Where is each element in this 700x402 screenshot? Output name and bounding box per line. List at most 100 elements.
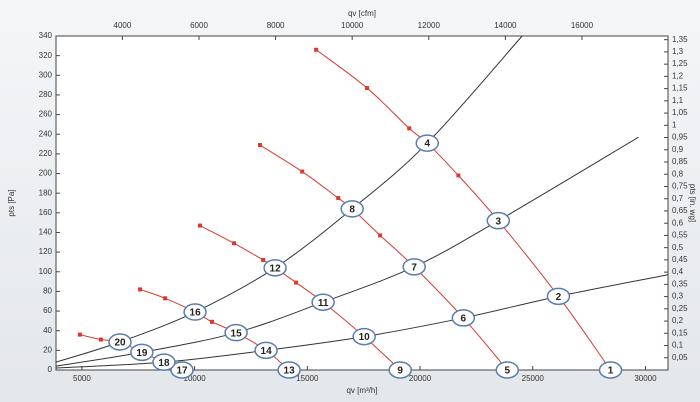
- operating-point: [546, 287, 571, 306]
- operating-point: [277, 361, 301, 379]
- y2-tick-label: 1,1: [672, 96, 684, 105]
- marker: [258, 143, 262, 148]
- operating-point: [415, 134, 440, 152]
- x-tick-label: 10000: [184, 374, 207, 383]
- operating-point: [340, 200, 364, 218]
- operating-point-label: 1: [608, 366, 614, 377]
- marker: [209, 319, 214, 324]
- y2-tick-label: 0,15: [672, 328, 688, 337]
- y2-tick-label: 0,65: [672, 206, 688, 215]
- operating-point-label: 15: [231, 328, 243, 339]
- y-tick-label: 260: [39, 110, 53, 119]
- y2-tick-label: 0,95: [672, 133, 688, 142]
- marker: [198, 223, 203, 228]
- y-tick-label: 80: [43, 287, 52, 296]
- y-tick-label: 60: [43, 306, 52, 315]
- y2-tick-label: 0,1: [672, 341, 684, 350]
- y-axis-label: pts [Pa]: [7, 189, 16, 216]
- marker: [77, 332, 82, 337]
- operating-point: [263, 259, 287, 277]
- operating-point-label: 8: [349, 205, 355, 216]
- x-tick-label: 25000: [522, 374, 545, 383]
- y-tick-label: 180: [39, 188, 53, 197]
- y2-axis-label: pts [in. wg]: [688, 184, 697, 222]
- operating-point-label: 18: [158, 358, 170, 369]
- y2-tick-label: 1,15: [672, 84, 688, 93]
- marker: [378, 233, 383, 238]
- operating-point: [495, 361, 520, 379]
- operating-point-label: 7: [411, 262, 417, 273]
- operating-point: [183, 303, 207, 321]
- marker: [407, 126, 412, 131]
- marker: [232, 241, 237, 246]
- x-tick-label: 20000: [409, 374, 432, 383]
- y-tick-label: 100: [39, 267, 53, 276]
- y2-tick-label: 0,85: [672, 157, 688, 166]
- x2-tick-label: 10000: [341, 21, 364, 30]
- y2-tick-label: 0,3: [672, 292, 684, 301]
- operating-point-label: 3: [495, 216, 501, 227]
- marker: [456, 173, 461, 178]
- y-tick-label: 280: [39, 90, 53, 99]
- operating-point-label: 16: [190, 308, 202, 319]
- marker: [365, 86, 370, 91]
- y2-tick-label: 0,05: [672, 353, 688, 362]
- operating-point-label: 2: [556, 292, 562, 303]
- y-tick-label: 300: [39, 70, 53, 79]
- operating-point-label: 17: [176, 366, 188, 377]
- marker: [98, 337, 103, 342]
- plot-area: [55, 35, 669, 371]
- operating-point-label: 12: [270, 263, 282, 274]
- y2-tick-label: 1,35: [672, 35, 688, 44]
- y2-tick-label: 0,25: [672, 304, 688, 313]
- y-tick-label: 140: [39, 228, 53, 237]
- operating-point: [598, 361, 623, 379]
- y-tick-label: 160: [39, 208, 53, 217]
- operating-point: [311, 293, 335, 311]
- y2-tick-label: 1,05: [672, 108, 688, 117]
- x2-tick-label: 6000: [190, 21, 208, 30]
- y2-tick-label: 0,55: [672, 231, 688, 240]
- operating-point: [486, 211, 511, 230]
- operating-point: [254, 341, 278, 360]
- y-tick-label: 340: [39, 31, 53, 40]
- marker: [314, 47, 319, 52]
- y-tick-label: 320: [39, 51, 53, 60]
- operating-point-label: 19: [136, 348, 148, 359]
- x2-axis-label: qv [cfm]: [348, 9, 376, 18]
- operating-point-label: 4: [424, 139, 430, 150]
- operating-point-label: 6: [461, 314, 467, 325]
- y-tick-label: 0: [48, 365, 53, 374]
- operating-point-label: 5: [504, 366, 510, 377]
- x2-tick-label: 8000: [267, 21, 285, 30]
- x2-tick-label: 14000: [494, 21, 517, 30]
- y2-tick-label: 0,9: [672, 145, 684, 154]
- marker: [294, 280, 299, 285]
- operating-point-label: 10: [359, 332, 371, 343]
- operating-point-label: 20: [114, 338, 126, 349]
- x2-tick-label: 4000: [114, 21, 132, 30]
- y2-tick-label: 0,45: [672, 255, 688, 264]
- marker: [261, 257, 266, 262]
- operating-point-label: 13: [284, 366, 296, 377]
- x-tick-label: 15000: [296, 374, 319, 383]
- operating-point: [108, 333, 132, 351]
- y2-tick-label: 0,2: [672, 316, 684, 325]
- y-tick-label: 20: [43, 345, 52, 354]
- x2-tick-label: 12000: [418, 21, 441, 30]
- x-tick-label: 5000: [73, 374, 91, 383]
- marker: [138, 287, 143, 292]
- y-tick-label: 120: [39, 247, 53, 256]
- operating-point-label: 14: [261, 346, 273, 357]
- operating-point-label: 11: [318, 298, 329, 309]
- operating-point: [388, 361, 412, 379]
- operating-point: [402, 258, 426, 276]
- operating-point: [170, 361, 194, 379]
- y2-tick-label: 1,2: [672, 71, 684, 80]
- y2-tick-label: 1,3: [672, 47, 684, 56]
- marker: [300, 169, 305, 174]
- y2-tick-label: 0,5: [672, 243, 684, 252]
- y2-tick-label: 0,35: [672, 279, 688, 288]
- y-tick-label: 40: [43, 326, 52, 335]
